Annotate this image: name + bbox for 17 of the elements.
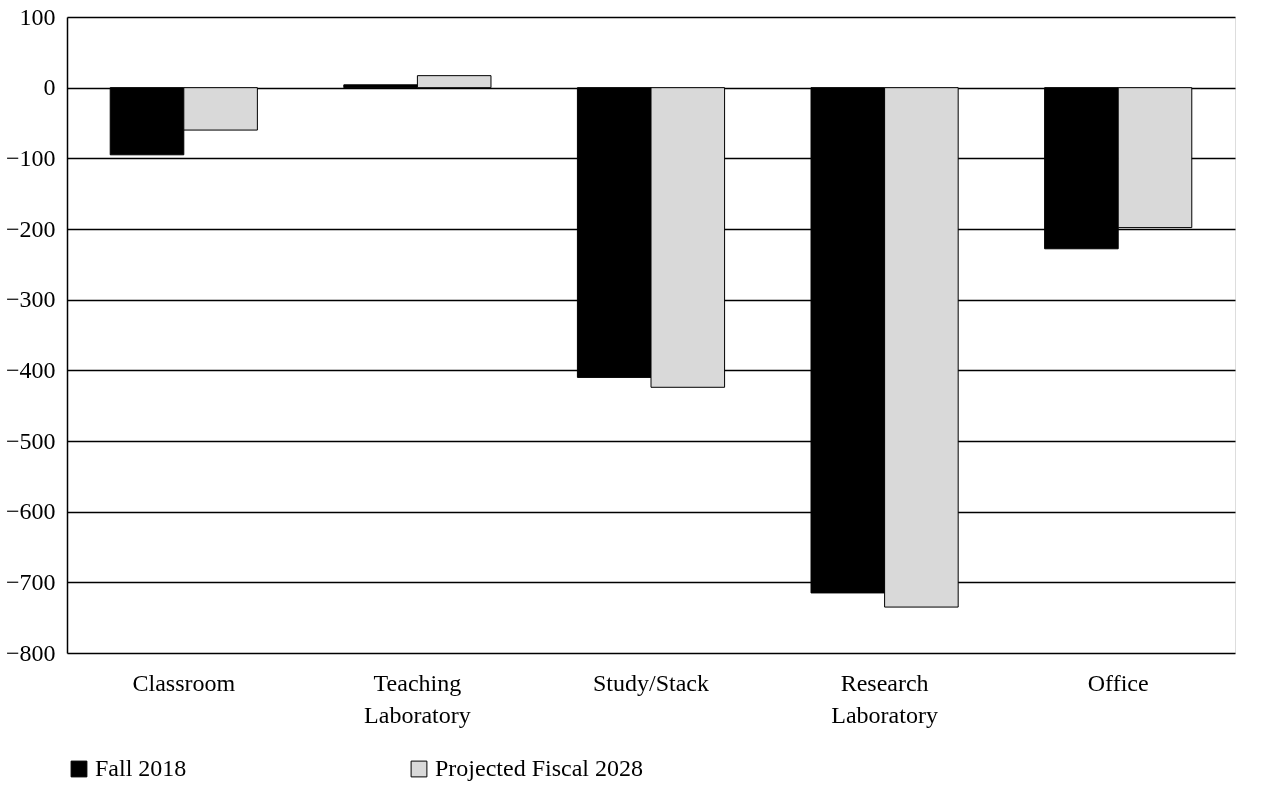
legend-label: Projected Fiscal 2028 [435,755,643,781]
y-tick-label: −600 [5,498,56,525]
y-tick-label: −500 [5,427,56,454]
x-tick-label: Teaching Laboratory [364,669,471,728]
legend-label: Fall 2018 [95,755,187,781]
y-tick-label: −700 [5,568,56,595]
y-tick-label: 0 [43,74,56,101]
x-tick-label: Study/Stack [592,669,710,696]
x-tick-label: Research Laboratory [831,669,938,728]
y-tick-label: 100 [19,3,56,30]
x-tick-label: Classroom [132,669,236,696]
y-tick-label: −800 [5,639,56,666]
y-tick-label: −200 [5,215,56,242]
y-tick-label: −400 [5,356,56,383]
x-tick-label: Office [1087,669,1149,696]
y-tick-label: −300 [5,286,56,313]
y-tick-label: −100 [5,144,56,171]
